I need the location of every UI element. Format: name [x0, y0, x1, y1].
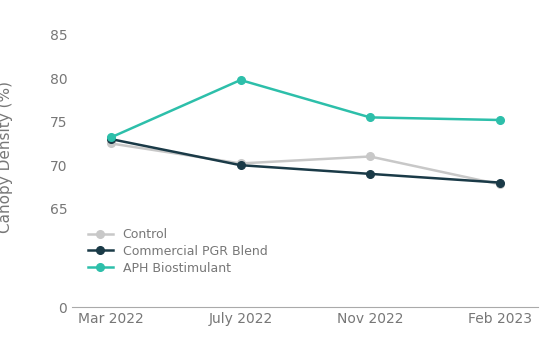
Commercial PGR Blend	[108, 137, 114, 141]
Commercial PGR Blend	[237, 163, 244, 167]
Line: APH Biostimulant: APH Biostimulant	[107, 76, 503, 141]
Commercial PGR Blend	[496, 180, 503, 185]
Control	[108, 141, 114, 146]
APH Biostimulant	[237, 78, 244, 82]
Control	[237, 161, 244, 165]
Text: Canopy Density (%): Canopy Density (%)	[0, 81, 13, 233]
Control	[367, 154, 374, 158]
APH Biostimulant	[367, 115, 374, 119]
Commercial PGR Blend	[367, 172, 374, 176]
Line: Commercial PGR Blend: Commercial PGR Blend	[107, 135, 503, 186]
Legend: Control, Commercial PGR Blend, APH Biostimulant: Control, Commercial PGR Blend, APH Biost…	[88, 228, 268, 275]
APH Biostimulant	[108, 135, 114, 140]
Line: Control: Control	[107, 140, 503, 188]
Control	[496, 182, 503, 186]
APH Biostimulant	[496, 118, 503, 122]
